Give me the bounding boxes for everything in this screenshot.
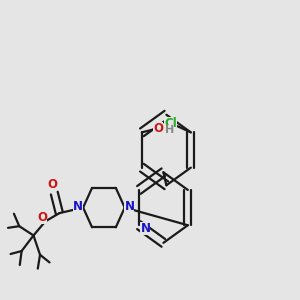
Text: O: O bbox=[153, 122, 163, 135]
Text: H: H bbox=[165, 125, 174, 136]
Text: Cl: Cl bbox=[164, 117, 177, 130]
Text: O: O bbox=[47, 178, 57, 191]
Text: N: N bbox=[74, 200, 83, 213]
Text: N: N bbox=[140, 222, 151, 235]
Text: N: N bbox=[124, 200, 134, 213]
Text: O: O bbox=[38, 211, 47, 224]
